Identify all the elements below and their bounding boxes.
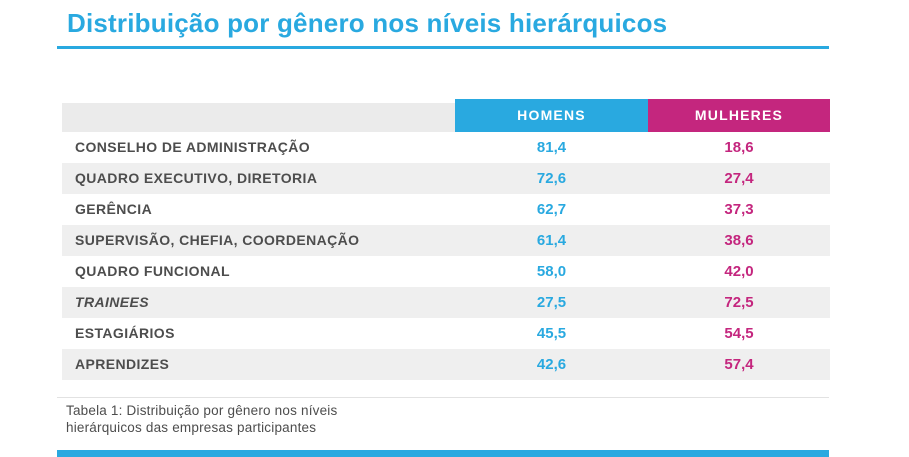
row-label: APRENDIZES <box>75 356 170 372</box>
table-row: QUADRO FUNCIONAL 58,0 42,0 <box>62 256 830 287</box>
table-row: ESTAGIÁRIOS 45,5 54,5 <box>62 318 830 349</box>
row-label: CONSELHO DE ADMINISTRAÇÃO <box>75 139 311 155</box>
mulheres-value: 54,5 <box>724 325 754 342</box>
homens-value: 72,6 <box>536 170 567 187</box>
mulheres-value: 42,0 <box>724 263 754 280</box>
table-body: CONSELHO DE ADMINISTRAÇÃO 81,4 18,6 QUAD… <box>62 132 830 380</box>
mulheres-value: 18,6 <box>724 139 754 156</box>
homens-value: 45,5 <box>536 325 567 342</box>
table-row: CONSELHO DE ADMINISTRAÇÃO 81,4 18,6 <box>62 132 830 163</box>
table-row: APRENDIZES 42,6 57,4 <box>62 349 830 380</box>
mulheres-value: 38,6 <box>724 232 754 249</box>
homens-value: 27,5 <box>536 294 567 311</box>
title-underline <box>57 46 829 49</box>
table-caption: Tabela 1: Distribuição por gênero nos ní… <box>66 402 466 436</box>
mulheres-value: 72,5 <box>724 294 754 311</box>
row-label: SUPERVISÃO, CHEFIA, COORDENAÇÃO <box>75 232 360 248</box>
column-header-mulheres: MULHERES <box>648 99 830 132</box>
mulheres-value: 27,4 <box>724 170 754 187</box>
homens-value: 61,4 <box>536 232 567 249</box>
homens-value: 62,7 <box>536 201 567 218</box>
table-row: QUADRO EXECUTIVO, DIRETORIA 72,6 27,4 <box>62 163 830 194</box>
page-title: Distribuição por gênero nos níveis hierá… <box>67 8 668 38</box>
table-row: GERÊNCIA 62,7 37,3 <box>62 194 830 225</box>
row-label: ESTAGIÁRIOS <box>75 325 175 341</box>
header-spacer <box>62 103 455 132</box>
row-label: TRAINEES <box>75 294 149 310</box>
table-bottom-divider <box>57 397 829 398</box>
homens-value: 81,4 <box>536 139 567 156</box>
footer-accent-bar <box>57 450 829 457</box>
table-row: SUPERVISÃO, CHEFIA, COORDENAÇÃO 61,4 38,… <box>62 225 830 256</box>
row-label: GERÊNCIA <box>75 201 153 217</box>
table-row: TRAINEES 27,5 72,5 <box>62 287 830 318</box>
homens-value: 58,0 <box>536 263 567 280</box>
homens-value: 42,6 <box>536 356 567 373</box>
caption-line-2: hierárquicos das empresas participantes <box>66 420 317 435</box>
mulheres-value: 37,3 <box>724 201 754 218</box>
row-label: QUADRO EXECUTIVO, DIRETORIA <box>75 170 318 186</box>
mulheres-value: 57,4 <box>724 356 754 373</box>
row-label: QUADRO FUNCIONAL <box>75 263 230 279</box>
column-header-homens: HOMENS <box>455 99 648 132</box>
caption-line-1: Tabela 1: Distribuição por gênero nos ní… <box>66 403 338 418</box>
